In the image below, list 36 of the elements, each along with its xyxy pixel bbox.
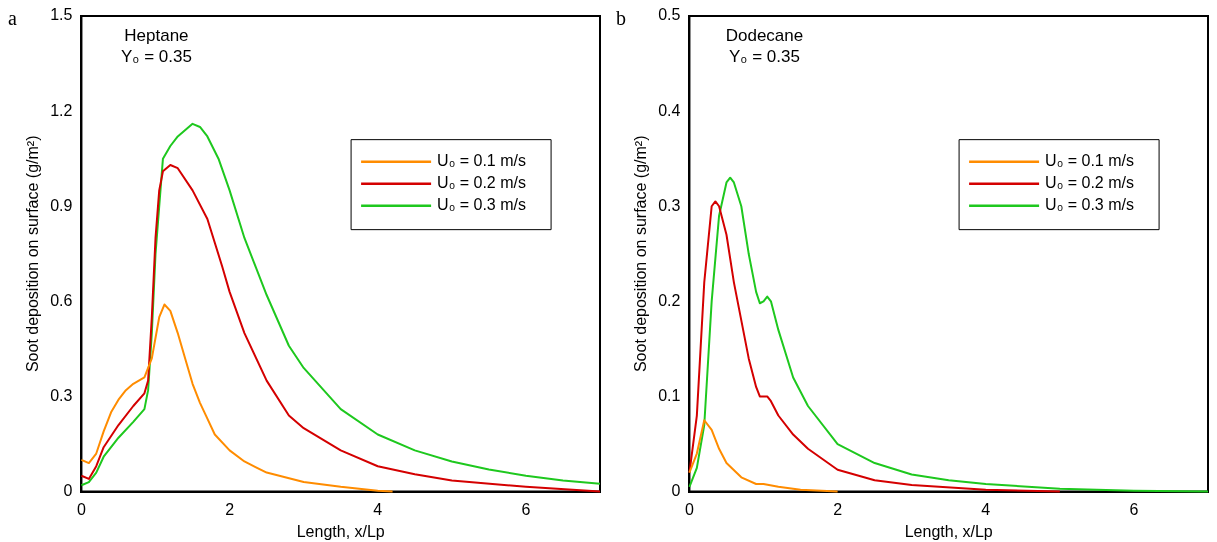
legend-label: U₀ = 0.2 m/s: [437, 174, 526, 192]
annotation: Y₀ = 0.35: [729, 47, 800, 67]
x-tick-label: 4: [373, 500, 383, 518]
legend-label: U₀ = 0.1 m/s: [1045, 152, 1134, 170]
x-tick-label: 2: [225, 500, 235, 518]
x-tick-label: 6: [521, 500, 531, 518]
annotation: Heptane: [124, 26, 189, 46]
y-tick-label: 0.2: [658, 291, 681, 309]
y-tick-label: 1.5: [50, 6, 73, 24]
annotation: Y₀ = 0.35: [121, 47, 192, 67]
y-tick-label: 0.6: [50, 291, 73, 309]
x-tick-label: 2: [833, 500, 843, 518]
x-tick-label: 4: [981, 500, 991, 518]
y-tick-label: 0.5: [658, 6, 681, 24]
y-tick-label: 1.2: [50, 101, 73, 119]
x-tick-label: 0: [684, 500, 694, 518]
legend-label: U₀ = 0.2 m/s: [1045, 174, 1134, 192]
x-tick-label: 6: [1129, 500, 1139, 518]
y-tick-label: 0: [671, 482, 681, 500]
text: b: [616, 7, 626, 30]
legend-label: U₀ = 0.1 m/s: [437, 152, 526, 170]
y-tick-label: 0.9: [50, 196, 73, 214]
legend-label: U₀ = 0.3 m/s: [1045, 196, 1134, 214]
legend-label: U₀ = 0.3 m/s: [437, 196, 526, 214]
y-tick-label: 0.3: [50, 386, 73, 404]
y-tick-label: 0.3: [658, 196, 681, 214]
annotation: Dodecane: [725, 26, 804, 46]
x-axis-title: Length, x/Lp: [904, 522, 993, 540]
x-tick-label: 0: [76, 500, 86, 518]
y-axis-title: Soot deposition on surface (g/m²): [632, 135, 650, 373]
y-tick-label: 0.4: [658, 101, 681, 119]
x-axis-title: Length, x/Lp: [296, 522, 385, 540]
y-tick-label: 0: [63, 482, 73, 500]
text: a: [8, 7, 17, 30]
y-axis-title: Soot deposition on surface (g/m²): [24, 135, 42, 373]
y-tick-label: 0.1: [658, 386, 681, 404]
